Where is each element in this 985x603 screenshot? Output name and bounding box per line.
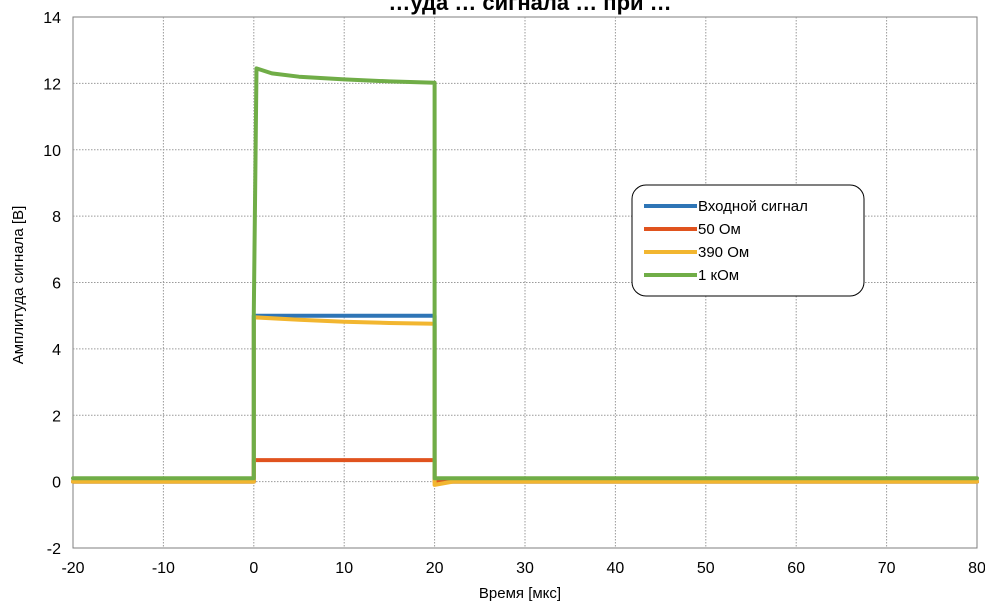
x-tick-label: 50 bbox=[697, 560, 715, 577]
y-tick-label: 6 bbox=[52, 276, 61, 293]
series-lines bbox=[71, 66, 979, 487]
legend-label: 50 Ом bbox=[698, 221, 741, 238]
y-tick-label: 0 bbox=[52, 475, 61, 492]
x-tick-label: 10 bbox=[335, 560, 353, 577]
legend-label: Входной сигнал bbox=[698, 198, 808, 215]
x-tick-label: 0 bbox=[249, 560, 258, 577]
chart-title: …уда … сигнала … при … bbox=[388, 0, 671, 15]
y-tick-label: 12 bbox=[43, 76, 61, 93]
legend-label: 390 Ом bbox=[698, 244, 749, 261]
x-tick-label: 40 bbox=[607, 560, 625, 577]
x-tick-label: 60 bbox=[787, 560, 805, 577]
legend-label: 1 кОм bbox=[698, 267, 739, 284]
x-tick-label: -10 bbox=[152, 560, 175, 577]
y-tick-label: 8 bbox=[52, 209, 61, 226]
y-tick-label: 4 bbox=[52, 342, 61, 359]
y-axis-title: Амплитуда сигнала [В] bbox=[10, 206, 27, 364]
x-tick-label: -20 bbox=[61, 560, 84, 577]
x-axis-title: Время [мкс] bbox=[479, 585, 561, 602]
x-tick-label: 20 bbox=[426, 560, 444, 577]
x-tick-label: 80 bbox=[968, 560, 985, 577]
legend: Входной сигнал 50 Ом 390 Ом 1 кОм bbox=[631, 184, 865, 297]
y-tick-label: -2 bbox=[47, 541, 61, 558]
x-tick-label: 70 bbox=[878, 560, 896, 577]
y-tick-label: 10 bbox=[43, 143, 61, 160]
y-tick-label: 2 bbox=[52, 408, 61, 425]
series-line bbox=[71, 66, 979, 481]
legend-box bbox=[631, 184, 865, 297]
y-tick-label: 14 bbox=[43, 10, 61, 27]
x-tick-label: 30 bbox=[516, 560, 534, 577]
